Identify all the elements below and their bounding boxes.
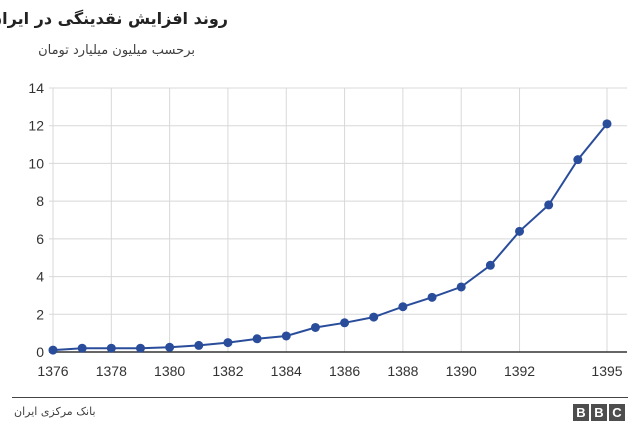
data-point	[340, 318, 350, 328]
x-tick-label: 1386	[329, 363, 360, 379]
bbc-logo: B B C	[573, 404, 625, 421]
line-chart: 0 2 4 6 8 10 12 14 1376 1378 1380 1382 1384 1386 1388…	[28, 80, 627, 379]
data-point	[48, 345, 58, 355]
data-point	[252, 334, 262, 344]
data-point	[135, 343, 145, 353]
x-tick-label: 1390	[446, 363, 477, 379]
horizontal-gridlines	[49, 87, 627, 315]
x-axis-tick-labels: 1376 1378 1380 1382 1384 1386 1388 1390 1392 1395	[37, 363, 622, 379]
data-point	[398, 302, 408, 312]
data-point	[106, 343, 116, 353]
series-points	[48, 119, 612, 355]
bbc-logo-letter-b2: B	[591, 404, 607, 421]
data-point	[602, 119, 612, 129]
chart-title: روند افزایش نقدینگی در ایران	[0, 9, 228, 28]
x-tick-label: 1380	[154, 363, 185, 379]
bbc-logo-letter-c: C	[609, 404, 625, 421]
y-tick-label: 2	[36, 306, 44, 322]
footer-divider	[12, 397, 628, 398]
y-tick-label: 6	[36, 231, 44, 247]
y-tick-label: 14	[28, 80, 44, 96]
chart-subtitle: برحسب میلیون میلیارد تومان	[38, 43, 195, 58]
data-point	[427, 292, 437, 302]
x-tick-label: 1382	[212, 363, 243, 379]
data-point	[77, 343, 87, 353]
data-point	[573, 155, 583, 165]
bbc-logo-letter-b1: B	[573, 404, 589, 421]
x-tick-label: 1392	[504, 363, 535, 379]
x-tick-label: 1395	[591, 363, 622, 379]
y-tick-label: 0	[36, 344, 44, 360]
data-point	[515, 226, 525, 236]
source-note: بانک مرکزی ایران	[14, 405, 96, 418]
data-point	[310, 322, 320, 332]
data-point	[165, 342, 175, 352]
x-tick-label: 1388	[387, 363, 418, 379]
series-line	[52, 123, 608, 352]
y-tick-label: 10	[28, 155, 44, 171]
x-tick-label: 1378	[96, 363, 127, 379]
data-point	[281, 331, 291, 341]
x-tick-label: 1384	[271, 363, 302, 379]
data-point	[456, 282, 466, 292]
data-point	[369, 312, 379, 322]
vertical-gridlines	[52, 88, 608, 352]
y-tick-label: 4	[36, 269, 44, 285]
data-point	[194, 340, 204, 350]
data-point	[485, 260, 495, 270]
y-tick-label: 12	[28, 118, 44, 134]
y-axis-tick-labels: 0 2 4 6 8 10 12 14	[28, 80, 44, 360]
data-point	[223, 338, 233, 348]
y-tick-label: 8	[36, 193, 44, 209]
x-tick-label: 1376	[37, 363, 68, 379]
data-point	[544, 200, 554, 210]
